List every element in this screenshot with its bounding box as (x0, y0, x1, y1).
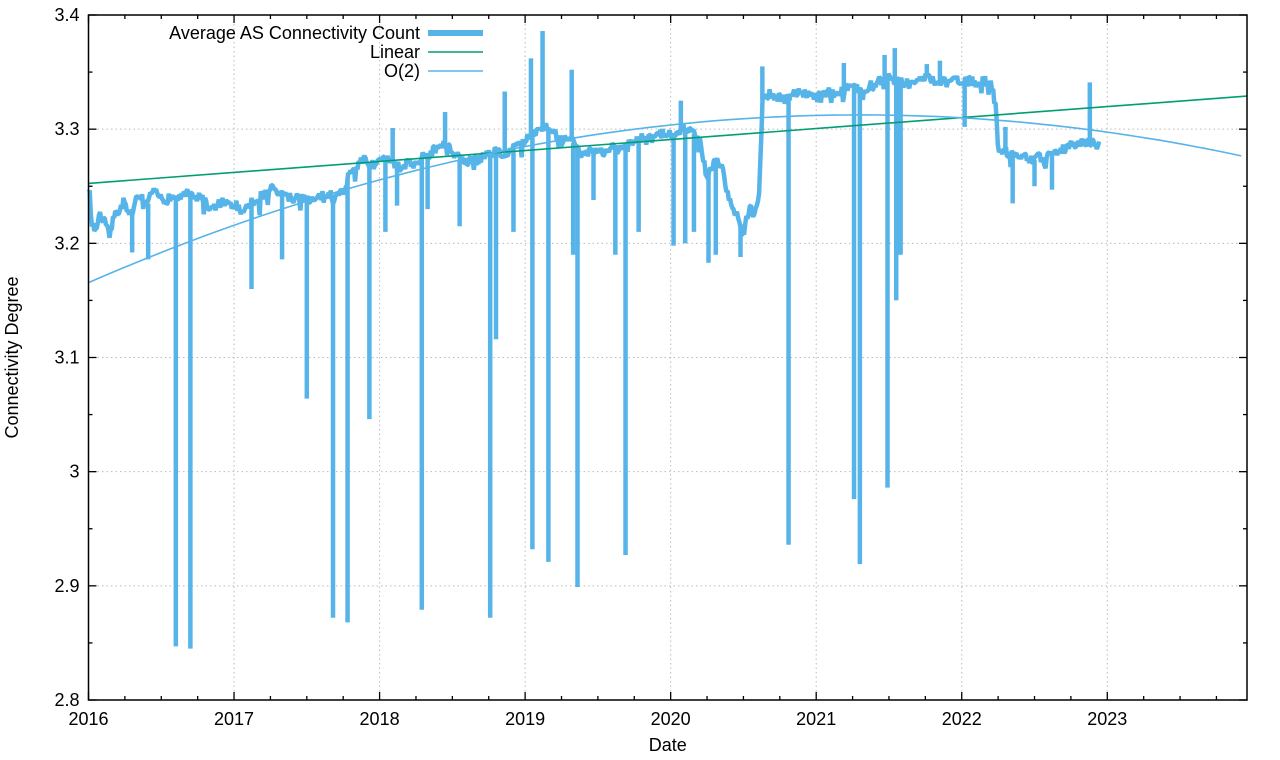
legend-label: Average AS Connectivity Count (169, 23, 420, 43)
x-tick-label: 2018 (360, 709, 400, 729)
x-axis-labels: 2016 2017 2018 2019 2020 2021 2022 2023 (68, 709, 1127, 729)
y-tick-label: 3.3 (54, 119, 79, 139)
y-tick-label: 2.8 (54, 690, 79, 710)
x-tick-label: 2023 (1087, 709, 1127, 729)
linear-trend-line (88, 95, 1248, 185)
y-tick-label: 3.1 (54, 348, 79, 368)
legend-label: O(2) (384, 61, 420, 81)
x-tick-label: 2019 (505, 709, 545, 729)
x-tick-label: 2020 (651, 709, 691, 729)
x-tick-label: 2022 (942, 709, 982, 729)
gridlines (88, 15, 1247, 700)
y-axis-labels: 2.8 2.9 3 3.1 3.2 3.3 3.4 (54, 5, 79, 710)
y-axis-title: Connectivity Degree (2, 276, 22, 438)
x-tick-label: 2021 (796, 709, 836, 729)
y-tick-label: 3.2 (54, 233, 79, 253)
x-tick-label: 2017 (214, 709, 254, 729)
axis-ticks (87, 14, 1247, 701)
y-tick-label: 3.4 (54, 5, 79, 25)
x-tick-label: 2016 (68, 709, 108, 729)
plot-border (87, 14, 1248, 701)
legend-label: Linear (370, 42, 420, 62)
y-tick-label: 2.9 (54, 576, 79, 596)
o2-trend-line (88, 114, 1242, 284)
x-axis-title: Date (649, 735, 687, 755)
y-tick-label: 3 (69, 462, 79, 482)
main-series (86, 30, 1102, 649)
